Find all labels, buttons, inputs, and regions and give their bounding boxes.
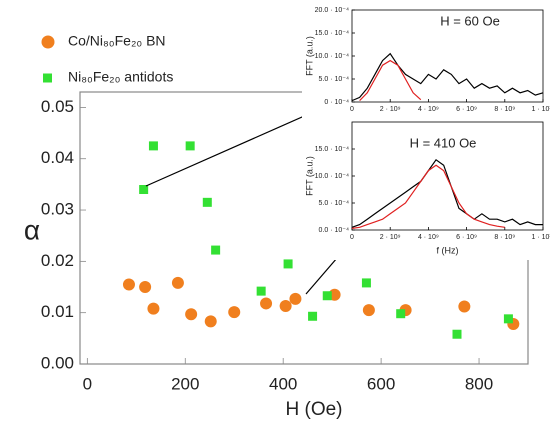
x-axis-label: f (Hz) [437,245,459,255]
x-tick-label: 1 · 10¹⁰ [531,233,550,241]
x-tick-label: 4 · 10⁹ [418,234,439,241]
point [204,315,217,328]
y-tick-label: 0.0 · 10⁻⁴ [319,227,349,234]
x-tick-label: 2 · 10⁹ [380,234,401,241]
y-tick-label: 0.02 [41,251,74,270]
point [283,259,293,269]
y-tick-label: 0.05 [41,97,74,116]
point [171,276,184,289]
x-tick-label: 200 [171,374,199,393]
y-tick-label: 5.0 · 10⁻⁴ [319,76,349,83]
x-tick-label: 1 · 10¹⁰ [531,105,550,113]
point [202,197,212,207]
line-series [351,164,505,229]
point [139,185,149,195]
y-tick-label: 0.00 [41,353,74,372]
y-axis-label: α [24,214,40,245]
point [362,304,375,317]
point [122,278,135,291]
point [322,291,332,301]
x-tick-label: 8 · 10⁹ [494,234,515,241]
x-tick-label: 0 [350,106,354,113]
point [148,141,158,151]
x-tick-label: 0 [350,234,354,241]
point [139,281,152,294]
x-tick-label: 8 · 10⁹ [494,106,515,113]
x-axis-label: H (Oe) [286,399,343,420]
point [147,302,160,315]
point [308,311,318,321]
y-tick-label: 0.01 [41,302,74,321]
y-tick-label: 15.0 · 10⁻⁴ [315,30,349,37]
point [228,306,241,319]
y-tick-label: 0.04 [41,148,74,167]
x-tick-label: 6 · 10⁹ [456,106,477,113]
point [396,309,406,319]
x-tick-label: 6 · 10⁹ [456,234,477,241]
legend-marker [41,35,55,49]
point [503,314,513,324]
point [458,300,471,313]
point [256,286,266,296]
legend-label: Ni₈₀Fe₂₀ antidots [68,69,173,85]
line-series [359,59,422,102]
inset-background [302,2,548,132]
point [211,245,221,255]
point [185,308,198,321]
point [452,329,462,339]
x-tick-label: 400 [269,374,297,393]
y-tick-label: 5.0 · 10⁻⁴ [319,200,349,207]
x-tick-label: 4 · 10⁹ [418,106,439,113]
inset-background [302,114,548,260]
x-tick-label: 800 [465,374,493,393]
point [361,278,371,288]
y-axis-label: FFT (a.u.) [304,156,314,196]
y-tick-label: 0 · 10⁻⁴ [324,99,349,106]
y-axis-label: FFT (a.u.) [304,36,314,76]
legend-label: Co/Ni₈₀Fe₂₀ BN [68,33,166,49]
inset-title: H = 410 Oe [410,135,477,150]
line-series [351,158,543,228]
point [289,292,302,305]
y-tick-label: 15.0 · 10⁻⁴ [315,146,349,153]
y-tick-label: 0.03 [41,200,74,219]
point [260,297,273,310]
x-tick-label: 0 [83,374,92,393]
y-tick-label: 10.0 · 10⁻⁴ [315,53,349,60]
inset-title: H = 60 Oe [440,13,500,28]
point [185,141,195,151]
y-tick-label: 20.0 · 10⁻⁴ [315,7,349,14]
x-tick-label: 2 · 10⁹ [380,106,401,113]
point [279,300,292,313]
legend-marker [43,73,52,83]
line-series [351,52,544,102]
y-tick-label: 10.0 · 10⁻⁴ [315,173,349,180]
x-tick-label: 600 [367,374,395,393]
